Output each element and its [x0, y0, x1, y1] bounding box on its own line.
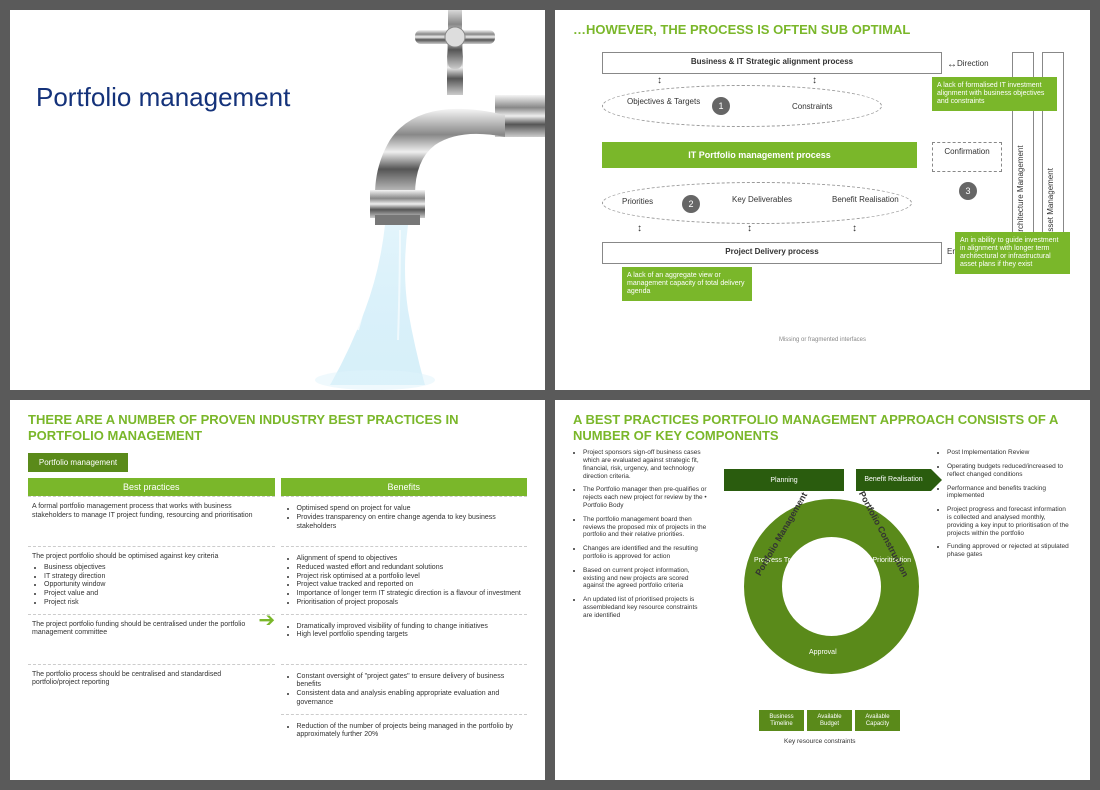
table-row: Constant oversight of "project gates" to… [281, 664, 528, 714]
col-benefits: Benefits Optimised spend on project for … [281, 478, 528, 746]
mid-process-bar: IT Portfolio management process [602, 142, 917, 168]
arrow-icon: ↔ [947, 59, 957, 70]
label-arch: Architecture Management [1016, 97, 1025, 237]
num-3: 3 [959, 182, 977, 200]
list-item: Project progress and forecast informatio… [947, 506, 1072, 537]
res-timeline: Business Timeline [759, 710, 804, 731]
slide2-title: …HOWEVER, THE PROCESS IS OFTEN SUB OPTIM… [573, 22, 1072, 37]
list-item: Project sponsors sign-off business cases… [583, 449, 708, 480]
list-item: Based on current project information, ex… [583, 567, 708, 590]
arrow-icon: ↕ [747, 223, 752, 234]
list-item: The Portfolio manager then pre-qualifies… [583, 486, 708, 509]
list-item: Optimised spend on project for value [297, 505, 524, 514]
res-budget: Available Budget [807, 710, 852, 731]
list-item: Reduced wasted effort and redundant solu… [297, 564, 524, 573]
res-label: Key resource constraints [784, 738, 856, 745]
list-item: Funding approved or rejected at stipulat… [947, 543, 1072, 559]
list-item: Business objectives [44, 564, 271, 573]
table-row: The project portfolio funding should be … [28, 614, 275, 664]
col-head-right: Benefits [281, 478, 528, 496]
slide4-title: A BEST PRACTICES PORTFOLIO MANAGEMENT AP… [573, 412, 1072, 443]
center-diagram: Planning Benefit Realisation Progress Tr… [714, 449, 931, 749]
left-bullets: Project sponsors sign-off business cases… [573, 449, 708, 749]
list-item: Reduction of the number of projects bein… [297, 723, 524, 741]
label-benefit: Benefit Realisation [832, 195, 899, 204]
num-2: 2 [682, 195, 700, 213]
col-practices: Best practices A formal portfolio manage… [28, 478, 275, 746]
list-item: Project value and [44, 590, 271, 599]
resource-boxes: Business Timeline Available Budget Avail… [759, 710, 900, 731]
col-head-left: Best practices [28, 478, 275, 496]
list-item: Constant oversight of "project gates" to… [297, 673, 524, 691]
list-item: Operating budgets reduced/increased to r… [947, 463, 1072, 479]
top-process-box: Business & IT Strategic alignment proces… [602, 52, 942, 74]
slide4-body: Project sponsors sign-off business cases… [573, 449, 1072, 749]
slide-4: A BEST PRACTICES PORTFOLIO MANAGEMENT AP… [555, 400, 1090, 780]
list-item: Consistent data and analysis enabling ap… [297, 690, 524, 708]
list-item: An updated list of prioritised projects … [583, 596, 708, 619]
footnote: Missing or fragmented interfaces [779, 337, 866, 343]
list-item: Post Implementation Review [947, 449, 1072, 457]
ellipse-1 [602, 85, 882, 127]
num-1: 1 [712, 97, 730, 115]
arrow-icon: ↕ [657, 75, 662, 86]
list-item: High level portfolio spending targets [297, 631, 524, 640]
table-row: Alignment of spend to objectives Reduced… [281, 546, 528, 614]
cell-text: The portfolio process should be centrali… [32, 671, 221, 687]
slide3-table: Best practices A formal portfolio manage… [28, 478, 527, 746]
list-item: IT strategy direction [44, 573, 271, 582]
res-capacity: Available Capacity [855, 710, 900, 731]
right-bullets: Post Implementation Review Operating bud… [937, 449, 1072, 749]
slide2-diagram: Business & IT Strategic alignment proces… [577, 47, 1068, 347]
slide-1: Portfolio management [10, 10, 545, 390]
confirmation-box: Confirmation [932, 142, 1002, 172]
label-objectives: Objectives & Targets [627, 97, 700, 106]
label-priorities: Priorities [622, 197, 653, 206]
slide-3: THERE ARE A NUMBER OF PROVEN INDUSTRY BE… [10, 400, 545, 780]
table-row: A formal portfolio management process th… [28, 496, 275, 546]
list-item: Performance and benefits tracking implem… [947, 485, 1072, 501]
slide3-title: THERE ARE A NUMBER OF PROVEN INDUSTRY BE… [28, 412, 527, 443]
label-keydeliv: Key Deliverables [732, 195, 792, 204]
list-item: Project risk optimised at a portfolio le… [297, 573, 524, 582]
arrow-right-icon: ➔ [258, 608, 275, 633]
slide-grid: Portfolio management [10, 10, 1090, 780]
cell-text: The project portfolio funding should be … [32, 621, 245, 637]
callout-2: A lack of an aggregate view or managemen… [622, 267, 752, 301]
cell-text: The project portfolio should be optimise… [32, 553, 218, 560]
label-asset: Asset Management [1046, 97, 1055, 237]
bot-process-box: Project Delivery process [602, 242, 942, 264]
table-row: The project portfolio should be optimise… [28, 546, 275, 614]
list-item: Prioritisation of project proposals [297, 599, 524, 608]
list-item: Project risk [44, 599, 271, 608]
callout-3: An in ability to guide investment in ali… [955, 232, 1070, 274]
lifecycle-ring: Progress Tracking Prioritisation Approva… [744, 499, 919, 674]
list-item: Project value tracked and reported on [297, 581, 524, 590]
arrow-icon: ↕ [852, 223, 857, 234]
label-constraints: Constraints [792, 102, 832, 111]
table-row: The portfolio process should be centrali… [28, 664, 275, 714]
list-item: The portfolio management board then revi… [583, 516, 708, 539]
list-item: Changes are identified and the resulting… [583, 545, 708, 561]
label-direction: Direction [957, 59, 989, 68]
table-row: Dramatically improved visibility of fund… [281, 614, 528, 664]
list-item: Importance of longer term IT strategic d… [297, 590, 524, 599]
list-item: Dramatically improved visibility of fund… [297, 623, 524, 632]
arrow-icon: ↕ [812, 75, 817, 86]
cell-text: A formal portfolio management process th… [32, 503, 253, 519]
benefit-arrow: Benefit Realisation [856, 469, 931, 491]
arrow-icon: ↕ [637, 223, 642, 234]
list-item: Provides transparency on entire change a… [297, 514, 524, 532]
list-item: Opportunity window [44, 581, 271, 590]
planning-bar: Planning [724, 469, 844, 491]
table-row: Reduction of the number of projects bein… [281, 714, 528, 747]
list-item: Alignment of spend to objectives [297, 555, 524, 564]
slide3-tag: Portfolio management [28, 453, 128, 472]
ring-label-b: Approval [809, 649, 837, 656]
table-row: Optimised spend on project for value Pro… [281, 496, 528, 546]
callout-1: A lack of formalised IT investment align… [932, 77, 1057, 111]
faucet-image [280, 10, 545, 390]
slide-2: …HOWEVER, THE PROCESS IS OFTEN SUB OPTIM… [555, 10, 1090, 390]
